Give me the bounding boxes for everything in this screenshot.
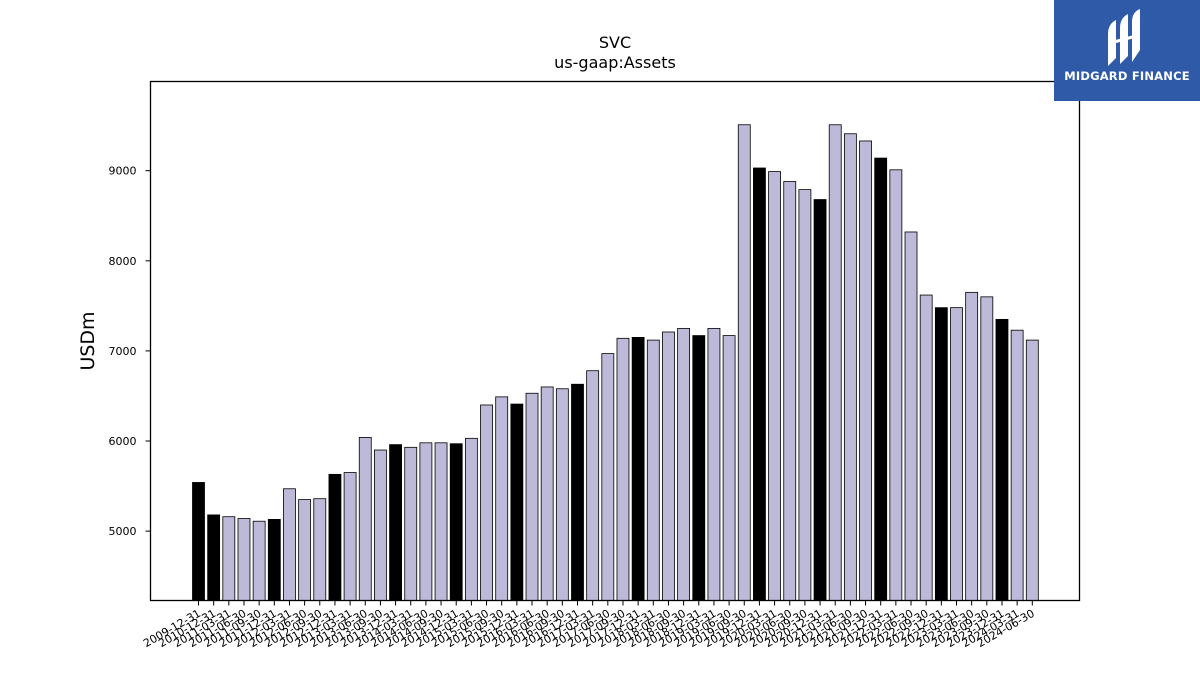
- bar: [889, 169, 903, 601]
- bar: [510, 403, 524, 601]
- bar: [753, 167, 766, 601]
- chart-subtitle: us-gaap:Assets: [554, 53, 676, 72]
- bar: [464, 437, 478, 601]
- y-tick-label: 9000: [109, 165, 137, 178]
- bar: [980, 296, 994, 601]
- bar: [555, 388, 569, 601]
- bar: [192, 482, 205, 601]
- bar: [677, 327, 691, 601]
- bar: [313, 498, 327, 601]
- bar: [404, 446, 418, 601]
- bar: [328, 473, 342, 601]
- y-axis: 5000 6000 7000 8000 9000: [109, 165, 151, 538]
- y-tick-label: 7000: [109, 345, 137, 358]
- bar: [631, 336, 645, 601]
- bar: [495, 396, 509, 601]
- bar: [525, 392, 539, 601]
- bar: [449, 443, 463, 601]
- bar: [828, 124, 842, 601]
- bar: [419, 442, 433, 601]
- bar: [843, 133, 857, 601]
- chart-title: SVC: [599, 33, 631, 52]
- bar: [692, 335, 706, 601]
- bar: [965, 291, 979, 601]
- brand-name: MIDGARD FINANCE: [1064, 69, 1190, 83]
- bar: [1025, 339, 1039, 601]
- y-tick-label: 6000: [109, 435, 137, 448]
- bar: [283, 488, 296, 601]
- bar: [480, 404, 493, 601]
- midgard-logo-icon: [1108, 9, 1140, 66]
- bar: [540, 386, 554, 601]
- bar: [950, 307, 963, 601]
- bar: [374, 449, 387, 601]
- bar: [616, 337, 630, 601]
- bar: [707, 327, 721, 601]
- bar: [813, 199, 827, 601]
- bar: [434, 442, 448, 601]
- bar: [1010, 329, 1024, 601]
- bar: [298, 499, 312, 601]
- bar: [343, 472, 357, 601]
- y-tick-label: 5000: [109, 525, 137, 538]
- bar: [737, 124, 751, 601]
- bar: [768, 171, 781, 601]
- y-axis-label: USDm: [77, 311, 99, 370]
- bar: [662, 331, 675, 601]
- bar: [586, 370, 600, 601]
- x-axis: 2009-12-312010-12-312011-03-312011-06-30…: [141, 600, 1037, 650]
- bar: [783, 181, 797, 601]
- bar: [237, 518, 251, 601]
- bar: [222, 516, 236, 601]
- bar: [252, 520, 266, 601]
- bar: [358, 437, 372, 601]
- bar: [571, 383, 584, 601]
- bar: [919, 294, 933, 601]
- bar: [995, 318, 1009, 601]
- bar: [904, 231, 918, 601]
- bar: [934, 307, 948, 601]
- bar: [646, 339, 660, 601]
- brand-logo: MIDGARD FINANCE: [1054, 0, 1200, 101]
- bar: [389, 444, 402, 601]
- bar: [874, 157, 888, 601]
- bar: [601, 353, 615, 601]
- bar-series: [192, 124, 1039, 601]
- plot-frame: [149, 80, 1081, 602]
- bar: [267, 519, 281, 601]
- bar: [722, 335, 736, 601]
- bar: [798, 189, 812, 601]
- bar: [207, 514, 221, 601]
- y-tick-label: 8000: [109, 255, 137, 268]
- bar: [859, 140, 872, 601]
